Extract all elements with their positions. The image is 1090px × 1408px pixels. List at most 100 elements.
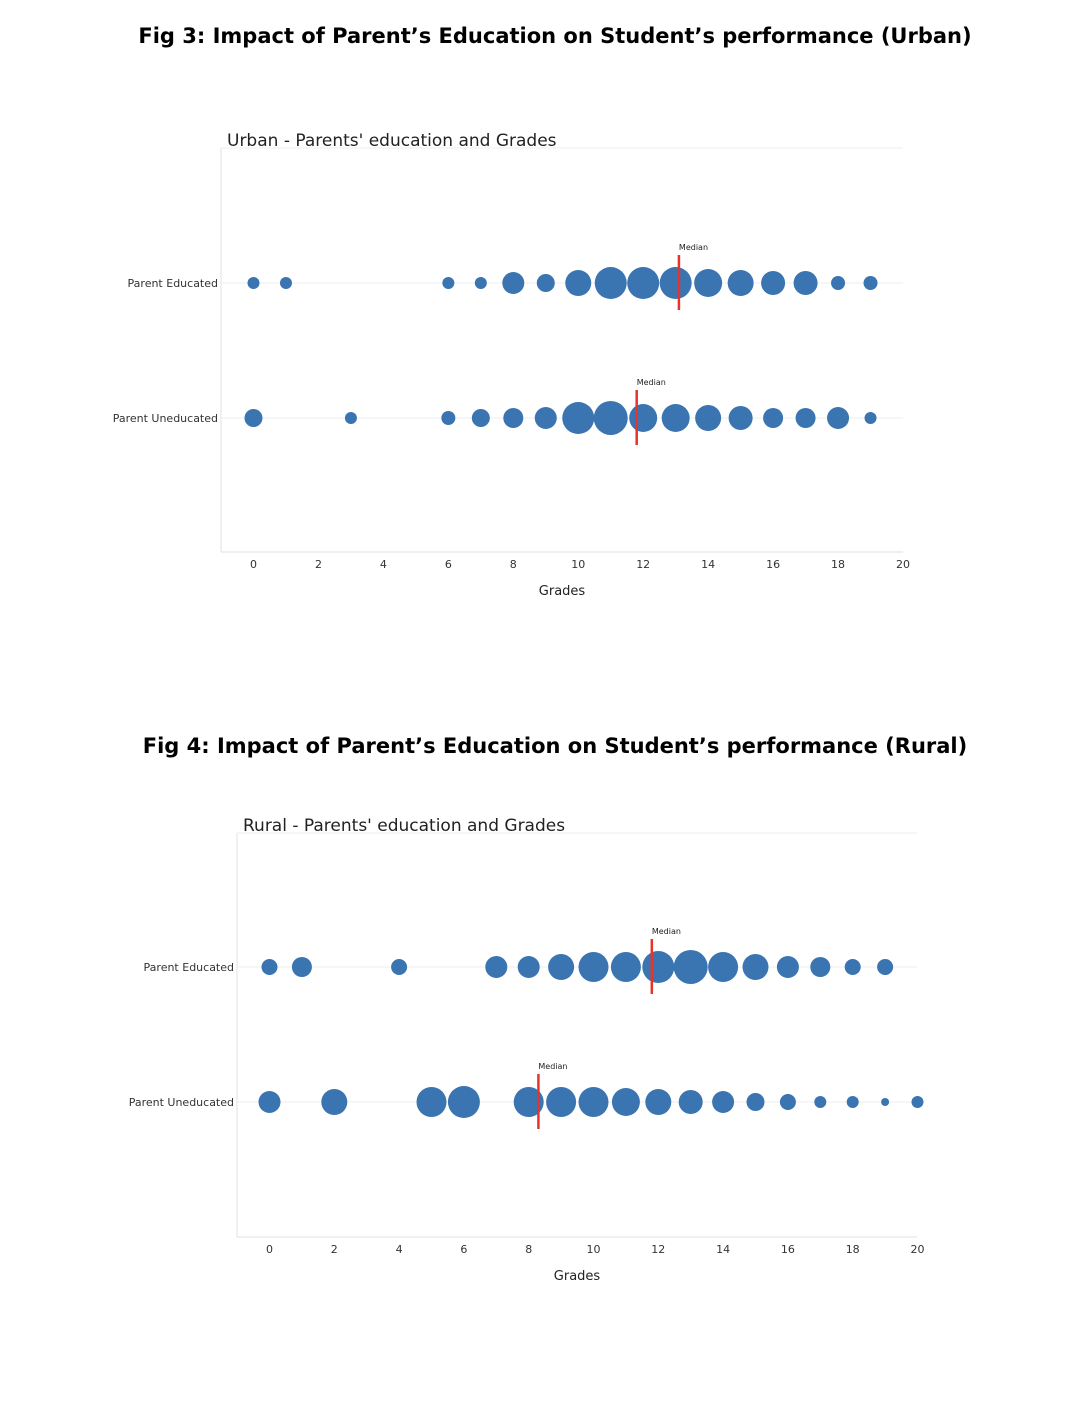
- x-tick-label: 6: [460, 1243, 467, 1256]
- bubble-point: [742, 954, 769, 980]
- bubble-point: [911, 1096, 924, 1108]
- x-tick-label: 8: [510, 558, 517, 571]
- bubble-point: [536, 274, 555, 292]
- bubble-point: [846, 1096, 859, 1108]
- bubble-point: [546, 1087, 577, 1117]
- y-category-label: Parent Uneducated: [129, 1096, 234, 1109]
- x-tick-label: 0: [250, 558, 257, 571]
- bubble-point: [247, 277, 260, 289]
- x-tick-label: 6: [445, 558, 452, 571]
- bubble-point: [610, 952, 641, 982]
- x-tick-label: 2: [331, 1243, 338, 1256]
- y-category-label: Parent Educated: [144, 961, 234, 974]
- bubble-point: [881, 1098, 890, 1106]
- bubble-point: [578, 1087, 609, 1117]
- bubble-point: [474, 277, 487, 289]
- bubble-point: [779, 1094, 796, 1110]
- bubble-point: [827, 407, 850, 429]
- x-tick-label: 16: [766, 558, 780, 571]
- bubble-point: [416, 1087, 447, 1117]
- bubble-point: [593, 401, 628, 435]
- chart-title: Urban - Parents' education and Grades: [227, 131, 557, 151]
- bubble-point: [877, 959, 894, 975]
- bubble-point: [673, 950, 708, 984]
- bubble-point: [471, 409, 490, 427]
- bubble-point: [258, 1091, 281, 1113]
- bubble-point: [441, 411, 456, 425]
- bubble-point: [863, 276, 878, 290]
- bubble-point: [761, 271, 786, 295]
- bubble-point: [645, 1089, 672, 1115]
- bubble-point: [447, 1086, 480, 1118]
- bubble-point: [712, 1091, 735, 1113]
- bubble-point: [261, 959, 278, 975]
- bubble-point: [565, 270, 592, 296]
- x-tick-label: 16: [781, 1243, 795, 1256]
- bubble-point: [678, 1090, 703, 1114]
- bubble-point: [708, 952, 739, 982]
- bubble-point: [661, 404, 690, 432]
- x-axis-title: Grades: [554, 1269, 601, 1284]
- x-tick-label: 10: [571, 558, 585, 571]
- bubble-point: [517, 956, 540, 978]
- bubble-point: [321, 1089, 348, 1115]
- bubble-point: [763, 408, 784, 428]
- bubble-point: [594, 267, 627, 299]
- x-tick-label: 12: [651, 1243, 665, 1256]
- median-label: Median: [538, 1062, 567, 1071]
- bubble-point: [694, 269, 723, 297]
- bubble-point: [844, 959, 861, 975]
- x-tick-label: 20: [896, 558, 910, 571]
- bubble-point: [814, 1096, 827, 1108]
- bubble-point: [629, 404, 658, 432]
- urban-bubble-chart: Urban - Parents' education and Grades 0 2 4…: [113, 131, 910, 599]
- x-tick-label: 20: [911, 1243, 925, 1256]
- x-tick-label: 18: [831, 558, 845, 571]
- bubble-point: [548, 954, 575, 980]
- y-category-label: Parent Educated: [128, 277, 218, 290]
- bubble-point: [502, 272, 525, 294]
- chart-title: Rural - Parents' education and Grades: [243, 816, 565, 836]
- bubble-point: [485, 956, 508, 978]
- x-tick-label: 4: [396, 1243, 403, 1256]
- figure-4-caption: Fig 4: Impact of Parent’s Education on S…: [142, 734, 968, 758]
- median-label: Median: [652, 927, 681, 936]
- bubble-point: [562, 402, 595, 434]
- bubble-point: [776, 956, 799, 978]
- x-tick-label: 8: [525, 1243, 532, 1256]
- y-category-label: Parent Uneducated: [113, 412, 218, 425]
- bubble-point: [793, 271, 818, 295]
- bubble-point: [344, 412, 357, 424]
- bubble-point: [291, 957, 312, 977]
- bubble-point: [728, 406, 753, 430]
- bubble-point: [659, 267, 692, 299]
- bubble-point: [279, 277, 292, 289]
- bubble-point: [695, 405, 722, 431]
- median-label: Median: [637, 378, 666, 387]
- bubble-point: [727, 270, 754, 296]
- bubble-point: [442, 277, 455, 289]
- median-label: Median: [679, 243, 708, 252]
- bubble-point: [578, 952, 609, 982]
- bubble-point: [642, 951, 675, 983]
- x-tick-label: 18: [846, 1243, 860, 1256]
- rural-bubble-chart: Rural - Parents' education and Grades 0 2 4…: [129, 816, 925, 1284]
- x-tick-label: 14: [716, 1243, 730, 1256]
- x-tick-label: 14: [701, 558, 715, 571]
- bubble-point: [391, 959, 408, 975]
- x-tick-label: 12: [636, 558, 650, 571]
- bubble-point: [864, 412, 877, 424]
- bubble-point: [244, 409, 263, 427]
- bubble-point: [513, 1087, 544, 1117]
- bubble-point: [627, 267, 660, 299]
- bubble-point: [611, 1088, 640, 1116]
- x-tick-label: 2: [315, 558, 322, 571]
- bubble-point: [810, 957, 831, 977]
- figure-3-caption: Fig 3: Impact of Parent’s Education on S…: [138, 24, 972, 48]
- x-tick-label: 4: [380, 558, 387, 571]
- x-tick-label: 10: [587, 1243, 601, 1256]
- x-tick-label: 0: [266, 1243, 273, 1256]
- bubble-point: [534, 407, 557, 429]
- bubble-point: [831, 276, 846, 290]
- bubble-point: [503, 408, 524, 428]
